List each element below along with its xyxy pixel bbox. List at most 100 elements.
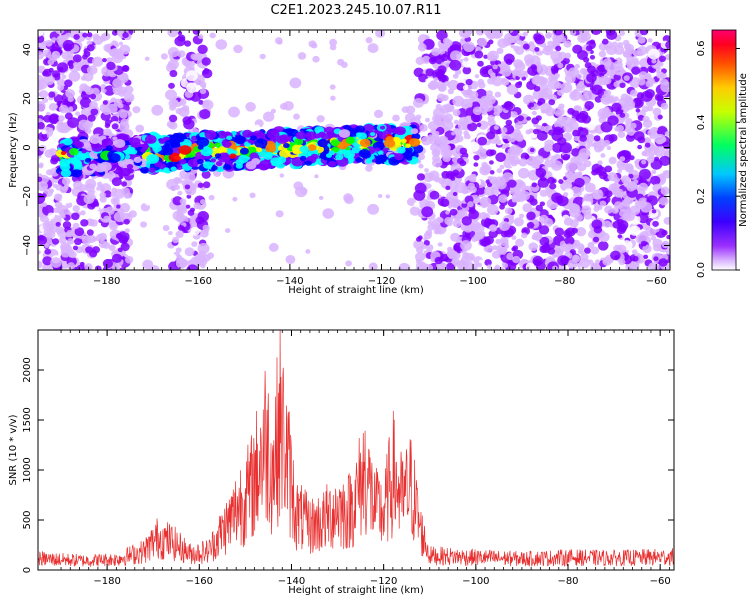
snr-panel: −180 −160 −140 −120 −100 −80 −60 0 500 1000 1500 20… — [8, 329, 675, 596]
heatmap-cell — [445, 185, 451, 191]
heatmap-cell — [536, 64, 549, 75]
heatmap-cell — [187, 209, 195, 216]
heatmap-cell — [469, 90, 479, 100]
heatmap-cell — [525, 129, 532, 135]
heatmap-cell — [443, 113, 454, 123]
heatmap-cell — [477, 262, 483, 268]
heatmap-cell — [462, 261, 475, 270]
heatmap-cell — [304, 228, 315, 238]
heatmap-cell — [343, 149, 356, 159]
heatmap-cell — [526, 116, 532, 121]
heatmap-cell — [265, 144, 277, 153]
heatmap-cell — [279, 173, 285, 178]
heatmap-cell — [38, 34, 45, 43]
heatmap-cell — [325, 153, 333, 158]
heatmap-cell — [593, 144, 603, 153]
heatmap-cell — [534, 46, 540, 52]
heatmap-cell — [413, 98, 424, 108]
snr-x-tick-label: −180 — [93, 576, 120, 587]
heatmap-cell — [465, 78, 473, 86]
colorbar-ticks: 0.0 0.2 0.4 0.6 — [696, 41, 740, 278]
heatmap-cell — [404, 112, 416, 123]
heatmap-cell — [67, 60, 74, 67]
heatmap-cell — [59, 158, 71, 167]
heatmap-cell — [595, 259, 601, 264]
heatmap-cell — [658, 55, 667, 63]
heatmap-cell — [656, 139, 663, 145]
heatmap-cell — [64, 183, 69, 189]
heatmap-cell — [38, 260, 43, 269]
heatmap-cell — [553, 30, 563, 36]
heatmap-cell — [199, 88, 207, 95]
heatmap-cell — [283, 143, 290, 149]
heatmap-cell — [484, 186, 495, 196]
heatmap-cell — [305, 249, 311, 254]
heatmap-cell — [528, 242, 539, 252]
heatmap-cell — [314, 174, 319, 179]
heatmap-cell — [48, 113, 60, 124]
heatmap-cell — [80, 75, 87, 81]
heatmap-cell — [373, 109, 384, 119]
heatmap-cell — [423, 263, 434, 270]
heatmap-cell — [435, 103, 442, 110]
heatmap-cell — [616, 124, 625, 133]
heatmap-cell — [635, 108, 641, 113]
heatmap-cell — [473, 154, 480, 161]
heatmap-cell — [289, 77, 302, 89]
heatmap-cell — [663, 216, 670, 225]
heatmap-cell — [135, 124, 145, 133]
heatmap-cell — [602, 257, 612, 266]
heatmap-cell — [573, 135, 580, 141]
heatmap-cell — [595, 35, 604, 43]
heatmap-cell — [659, 196, 669, 206]
heatmap-cell — [484, 259, 492, 266]
heatmap-cell — [51, 70, 61, 78]
heatmap-cell — [106, 61, 116, 71]
heatmap-cell — [637, 36, 646, 44]
spectrogram-x-tick-label: −80 — [554, 276, 575, 287]
heatmap-cell — [177, 224, 185, 231]
heatmap-cell — [192, 54, 200, 61]
heatmap-cell — [279, 149, 291, 158]
heatmap-cell — [633, 131, 645, 142]
heatmap-cell — [423, 231, 432, 240]
heatmap-cell — [440, 104, 451, 114]
heatmap-cell — [197, 182, 204, 188]
heatmap-cell — [184, 247, 195, 257]
heatmap-cell — [149, 154, 158, 162]
heatmap-cell — [640, 91, 653, 102]
heatmap-cell — [341, 172, 349, 179]
heatmap-cell — [295, 131, 306, 140]
heatmap-cell — [118, 235, 129, 244]
heatmap-cell — [495, 238, 502, 245]
heatmap-cell — [111, 47, 119, 54]
heatmap-cell — [50, 157, 59, 165]
heatmap-cell — [187, 158, 199, 168]
heatmap-cell — [54, 201, 63, 209]
heatmap-cell — [501, 77, 507, 83]
heatmap-cell — [510, 34, 520, 44]
heatmap-cell — [190, 226, 200, 236]
heatmap-cell — [38, 162, 44, 168]
snr-x-tick-label: −140 — [278, 576, 305, 587]
heatmap-cell — [431, 47, 441, 57]
heatmap-cell — [539, 76, 545, 82]
heatmap-cell — [665, 40, 670, 49]
spectrogram-panel: −180 −160 −140 −120 −100 −80 −60 −40 −20 0 20 40 He… — [8, 29, 671, 296]
heatmap-cell — [556, 115, 567, 125]
heatmap-cell — [554, 227, 564, 237]
heatmap-cell — [463, 133, 471, 140]
heatmap-cell — [99, 192, 107, 199]
heatmap-cell — [48, 148, 57, 156]
heatmap-cell — [195, 260, 200, 265]
heatmap-cell — [235, 84, 243, 92]
heatmap-cell — [507, 30, 514, 33]
heatmap-cell — [621, 175, 631, 184]
heatmap-cell — [488, 160, 494, 165]
heatmap-cell — [547, 176, 555, 184]
heatmap-cell — [513, 149, 521, 157]
heatmap-cell — [499, 221, 510, 232]
heatmap-cell — [355, 132, 363, 138]
heatmap-cell — [400, 138, 407, 144]
heatmap-cell — [92, 246, 101, 254]
